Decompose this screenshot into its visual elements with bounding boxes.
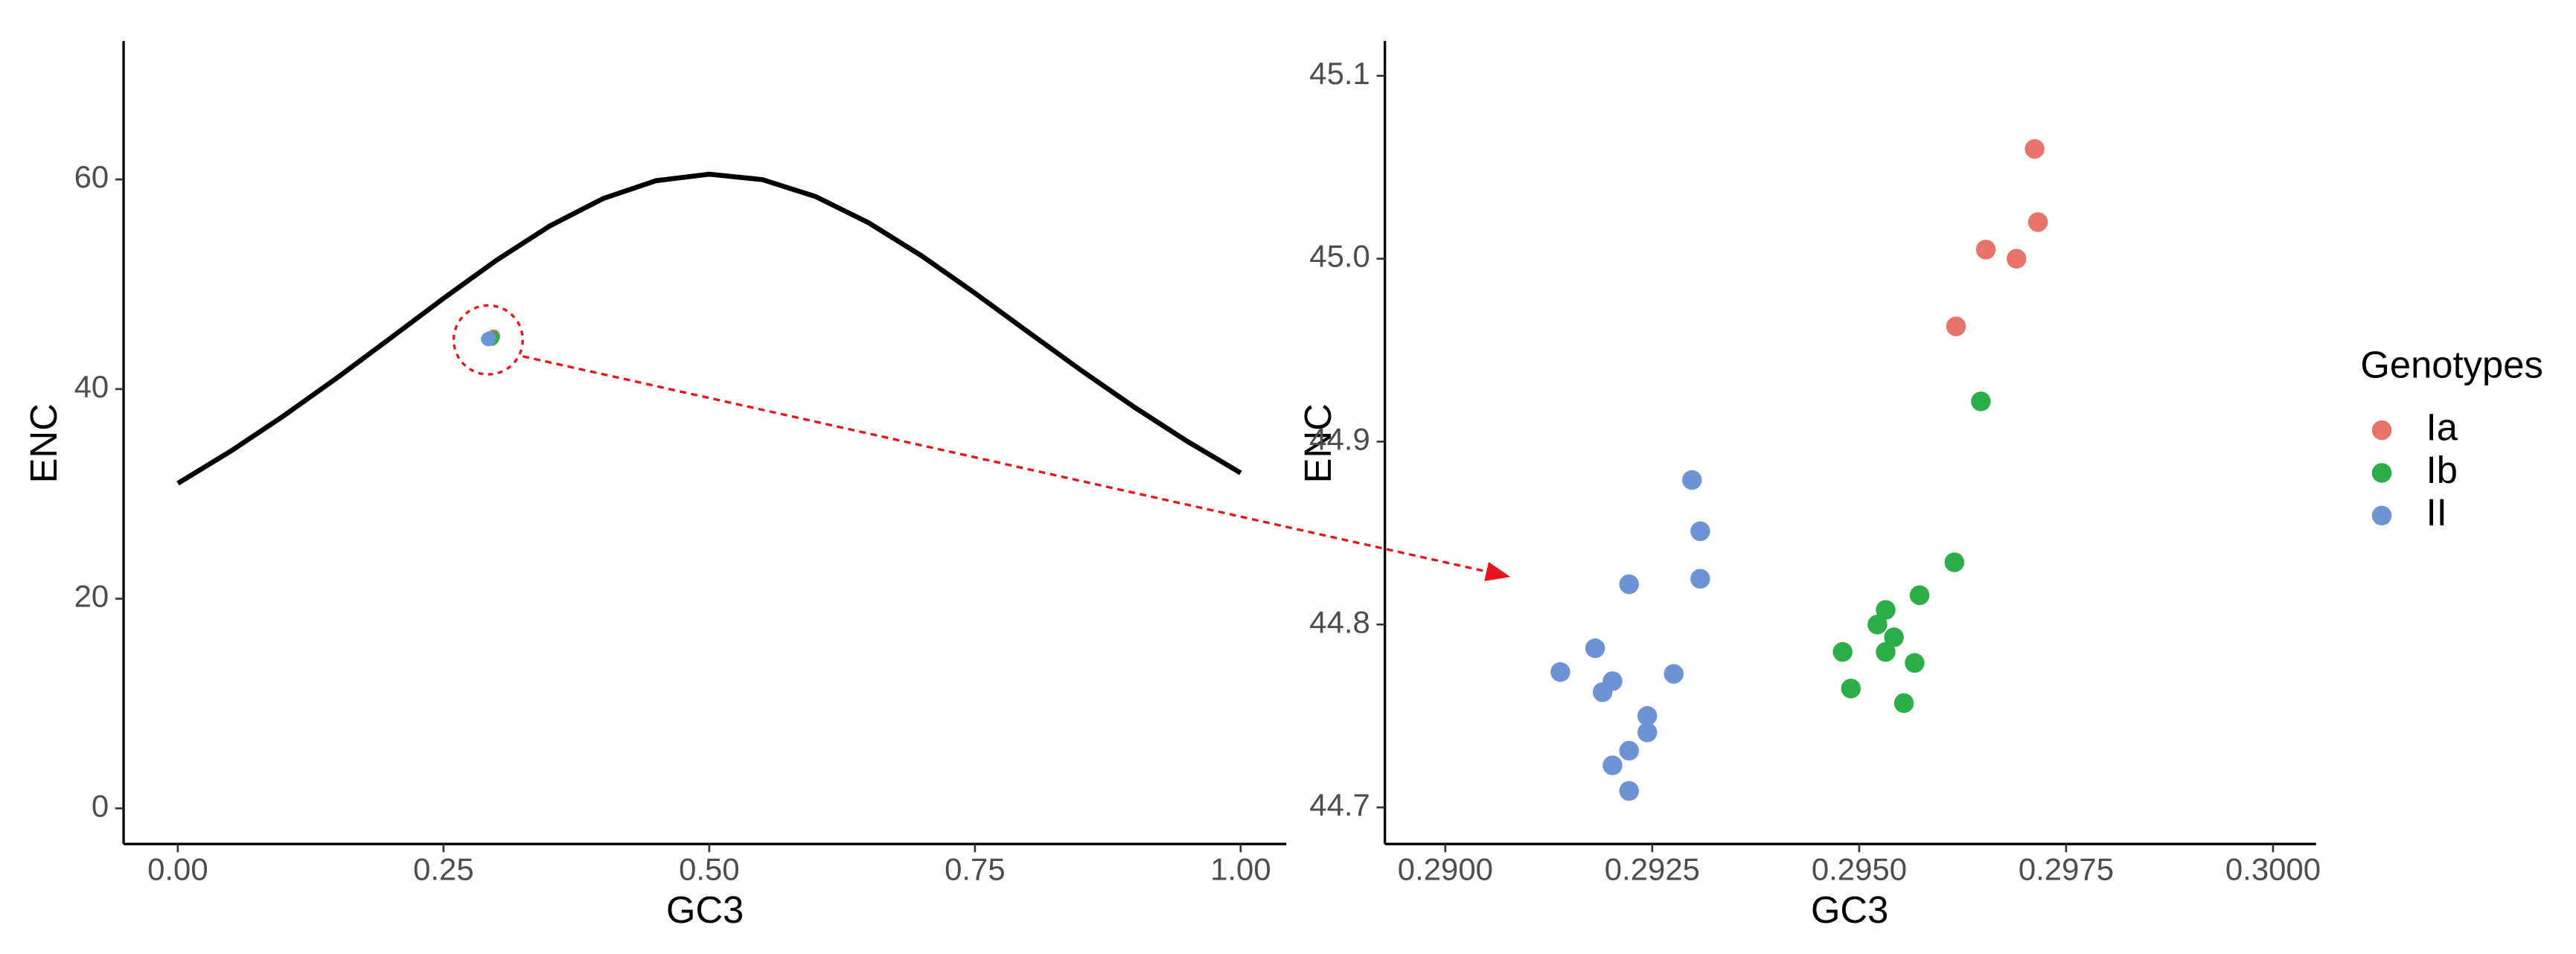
x-tick-label: 1.00 (1210, 852, 1271, 887)
x-tick-label: 0.3000 (2225, 852, 2321, 887)
point (2006, 249, 2027, 269)
point (2024, 138, 2045, 159)
x-axis-title: GC3 (1811, 889, 1888, 931)
point (1637, 722, 1658, 743)
y-tick-label: 45.1 (1309, 56, 1370, 91)
legend-swatch (2371, 505, 2392, 526)
legend-label: Ib (2426, 449, 2458, 491)
point (1592, 682, 1613, 702)
zoom-arrow (522, 355, 1511, 581)
point (1619, 574, 1639, 595)
x-tick-label: 0.00 (147, 852, 208, 887)
point (1867, 614, 1888, 635)
x-tick-label: 0.2925 (1605, 852, 1700, 887)
overview-point (482, 333, 496, 347)
point (1876, 641, 1896, 662)
y-tick-label: 44.8 (1309, 604, 1370, 639)
y-axis-title: ENC (22, 403, 65, 483)
y-axis-title: ENC (1297, 403, 1339, 483)
point (1893, 693, 1914, 714)
point (1663, 664, 1684, 684)
legend-title: Genotypes (2360, 344, 2543, 386)
point (1682, 470, 1702, 490)
legend-swatch (2371, 420, 2392, 441)
point (1550, 662, 1570, 682)
point (1619, 740, 1639, 761)
highlight-circle (452, 304, 524, 376)
x-tick-label: 0.2950 (1812, 852, 1907, 887)
point (1637, 705, 1658, 726)
y-tick-label: 60 (74, 159, 109, 194)
y-tick-label: 44.9 (1309, 422, 1370, 457)
point (1602, 755, 1623, 775)
point (1884, 627, 1904, 647)
point (1690, 521, 1710, 542)
y-tick-label: 0 (92, 788, 109, 823)
x-tick-label: 0.50 (679, 852, 740, 887)
point (1944, 552, 1965, 572)
point (2027, 212, 2048, 232)
y-tick-label: 20 (74, 579, 109, 614)
point (1905, 653, 1925, 673)
x-tick-label: 0.2900 (1398, 852, 1493, 887)
point (1971, 391, 1991, 412)
point (1585, 638, 1605, 659)
y-tick-label: 45.0 (1309, 239, 1370, 274)
point (1619, 781, 1639, 801)
legend-label: II (2426, 491, 2447, 534)
point (1690, 569, 1710, 589)
point (1909, 585, 1930, 606)
x-tick-label: 0.25 (413, 852, 474, 887)
x-tick-label: 0.75 (945, 852, 1006, 887)
x-tick-label: 0.2975 (2019, 852, 2114, 887)
legend-label: Ia (2426, 406, 2458, 449)
curve (176, 171, 1242, 486)
point (1841, 679, 1861, 699)
point (1975, 240, 1996, 260)
point (1876, 600, 1896, 620)
y-tick-label: 44.7 (1309, 787, 1370, 822)
legend-swatch (2371, 463, 2392, 483)
x-axis-title: GC3 (666, 889, 744, 931)
point (1946, 316, 1966, 336)
y-tick-label: 40 (74, 369, 109, 404)
point (1832, 641, 1853, 662)
